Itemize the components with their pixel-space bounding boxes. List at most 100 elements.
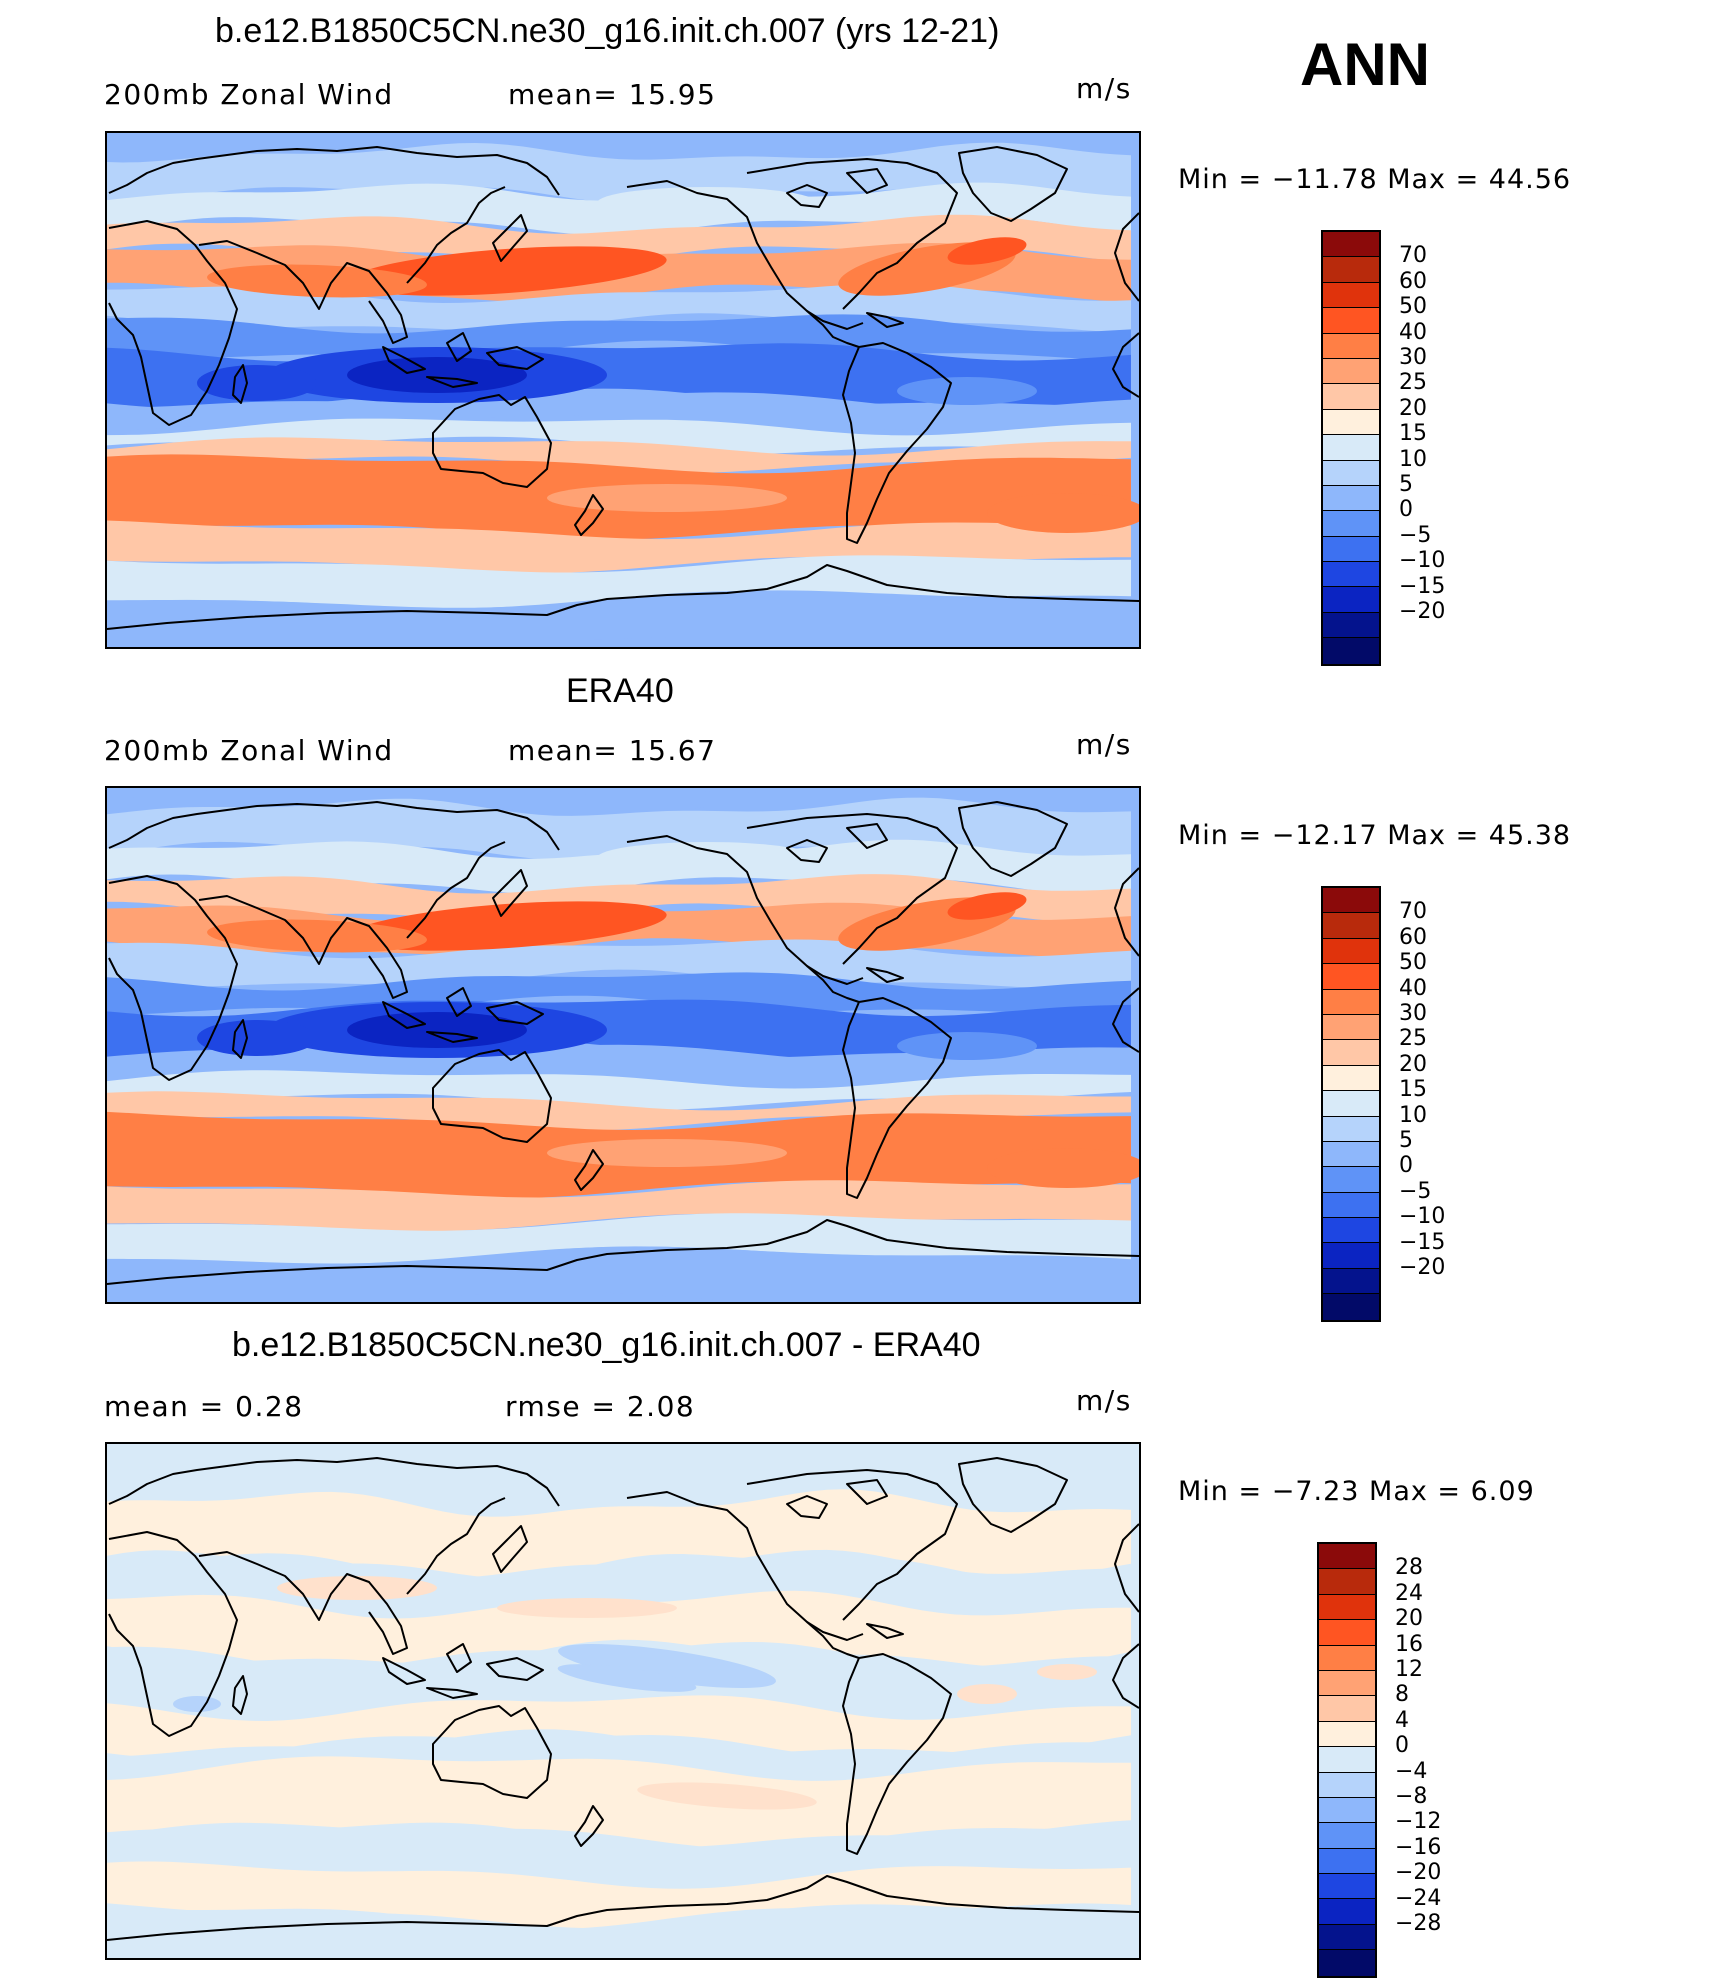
colorbar-swatch xyxy=(1319,1747,1375,1773)
colorbar-tick-label: −10 xyxy=(1399,1204,1446,1230)
colorbar-swatch xyxy=(1319,1544,1375,1570)
colorbar-swatch xyxy=(1323,282,1379,309)
colorbar-tick-label: 40 xyxy=(1399,319,1427,345)
colorbar-swatch xyxy=(1323,1014,1379,1041)
panel-1-map xyxy=(105,131,1141,649)
colorbar-tick-label: 5 xyxy=(1399,472,1413,497)
colorbar-tick-label: −10 xyxy=(1399,548,1446,574)
panel-1-variable-label: 200mb Zonal Wind xyxy=(104,78,394,111)
colorbar-tick-label: −5 xyxy=(1399,522,1432,548)
colorbar-tick-label: 70 xyxy=(1399,899,1427,925)
colorbar-swatch xyxy=(1323,638,1379,664)
colorbar-swatch xyxy=(1323,964,1379,990)
colorbar-tick-label: 60 xyxy=(1399,924,1427,950)
panel-1-minmax: Min = −11.78 Max = 44.56 xyxy=(1178,164,1572,195)
colorbar-swatch xyxy=(1323,913,1379,939)
colorbar-tick-label: −20 xyxy=(1395,1860,1442,1886)
colorbar-swatch xyxy=(1323,1192,1379,1219)
colorbar-swatch xyxy=(1323,1243,1379,1269)
panel-3-title: b.e12.B1850C5CN.ne30_g16.init.ch.007 - E… xyxy=(232,1326,981,1364)
panel-3-colorbar xyxy=(1317,1542,1377,1978)
colorbar-swatch xyxy=(1319,1950,1375,1976)
colorbar-swatch xyxy=(1323,435,1379,461)
colorbar-swatch xyxy=(1319,1721,1375,1748)
colorbar-tick-label: 70 xyxy=(1399,243,1427,269)
colorbar-tick-label: 15 xyxy=(1399,1077,1427,1103)
colorbar-tick-label: 30 xyxy=(1399,1001,1427,1026)
colorbar-swatch xyxy=(1323,1091,1379,1117)
colorbar-tick-label: 0 xyxy=(1399,1153,1413,1179)
colorbar-swatch xyxy=(1323,384,1379,410)
colorbar-tick-label: −15 xyxy=(1399,573,1446,599)
colorbar-swatch xyxy=(1319,1899,1375,1925)
colorbar-swatch xyxy=(1323,511,1379,537)
colorbar-tick-label: −16 xyxy=(1395,1834,1442,1860)
colorbar-swatch xyxy=(1323,358,1379,385)
colorbar-swatch xyxy=(1323,1218,1379,1244)
panel-1-mean-label: mean= 15.95 xyxy=(508,78,717,111)
panel-2-mean-label: mean= 15.67 xyxy=(508,734,717,767)
colorbar-swatch xyxy=(1323,409,1379,436)
panel-1-title: b.e12.B1850C5CN.ne30_g16.init.ch.007 (yr… xyxy=(215,12,1000,50)
colorbar-swatch xyxy=(1319,1924,1375,1951)
colorbar-tick-label: 25 xyxy=(1399,370,1427,396)
colorbar-tick-label: 5 xyxy=(1399,1128,1413,1153)
colorbar-swatch xyxy=(1319,1670,1375,1697)
colorbar-swatch xyxy=(1323,1268,1379,1295)
colorbar-swatch xyxy=(1319,1772,1375,1798)
colorbar-tick-label: 60 xyxy=(1399,268,1427,294)
colorbar-tick-label: 28 xyxy=(1395,1555,1423,1581)
colorbar-swatch xyxy=(1323,989,1379,1015)
colorbar-tick-label: 25 xyxy=(1399,1026,1427,1052)
colorbar-swatch xyxy=(1323,536,1379,563)
colorbar-swatch xyxy=(1319,1823,1375,1849)
colorbar-swatch xyxy=(1319,1696,1375,1722)
panel-3-units: m/s xyxy=(1076,1384,1132,1417)
colorbar-swatch xyxy=(1323,888,1379,914)
panel-2-colorbar xyxy=(1321,886,1381,1322)
colorbar-swatch xyxy=(1323,333,1379,359)
colorbar-swatch xyxy=(1323,1141,1379,1168)
colorbar-tick-label: 30 xyxy=(1399,345,1427,370)
colorbar-tick-label: 40 xyxy=(1399,975,1427,1001)
panel-3-rmse-label: rmse = 2.08 xyxy=(505,1390,696,1423)
colorbar-swatch xyxy=(1319,1620,1375,1646)
colorbar-swatch xyxy=(1323,938,1379,965)
colorbar-swatch xyxy=(1323,562,1379,588)
colorbar-tick-label: 20 xyxy=(1399,1051,1427,1077)
colorbar-tick-label: −15 xyxy=(1399,1229,1446,1255)
season-label: ANN xyxy=(1300,31,1430,98)
colorbar-tick-label: 20 xyxy=(1399,395,1427,421)
panel-1-units: m/s xyxy=(1076,72,1132,105)
colorbar-tick-label: 4 xyxy=(1395,1707,1409,1733)
colorbar-tick-label: 0 xyxy=(1395,1733,1409,1759)
colorbar-swatch xyxy=(1323,1116,1379,1142)
colorbar-swatch xyxy=(1319,1645,1375,1671)
colorbar-swatch xyxy=(1319,1848,1375,1875)
colorbar-swatch xyxy=(1323,587,1379,613)
colorbar-swatch xyxy=(1323,1040,1379,1066)
panel-2-map xyxy=(105,786,1141,1304)
colorbar-swatch xyxy=(1323,308,1379,334)
panel-2-units: m/s xyxy=(1076,728,1132,761)
colorbar-swatch xyxy=(1323,232,1379,258)
colorbar-swatch xyxy=(1323,257,1379,283)
panel-2-title: ERA40 xyxy=(566,672,674,710)
colorbar-tick-label: 10 xyxy=(1399,446,1427,472)
panel-3-map xyxy=(105,1442,1141,1960)
colorbar-swatch xyxy=(1323,612,1379,639)
colorbar-tick-label: 8 xyxy=(1395,1682,1409,1708)
panel-2-minmax: Min = −12.17 Max = 45.38 xyxy=(1178,820,1572,851)
colorbar-tick-label: 50 xyxy=(1399,294,1427,320)
colorbar-swatch xyxy=(1323,1294,1379,1320)
colorbar-tick-label: −4 xyxy=(1395,1758,1428,1784)
colorbar-swatch xyxy=(1323,1065,1379,1092)
colorbar-swatch xyxy=(1319,1594,1375,1621)
colorbar-tick-label: 10 xyxy=(1399,1102,1427,1128)
colorbar-tick-label: 50 xyxy=(1399,950,1427,976)
colorbar-tick-label: −20 xyxy=(1399,1255,1446,1280)
colorbar-tick-label: −28 xyxy=(1395,1911,1442,1936)
colorbar-tick-label: 16 xyxy=(1395,1631,1423,1657)
colorbar-tick-label: −12 xyxy=(1395,1809,1442,1835)
colorbar-swatch xyxy=(1323,1167,1379,1193)
